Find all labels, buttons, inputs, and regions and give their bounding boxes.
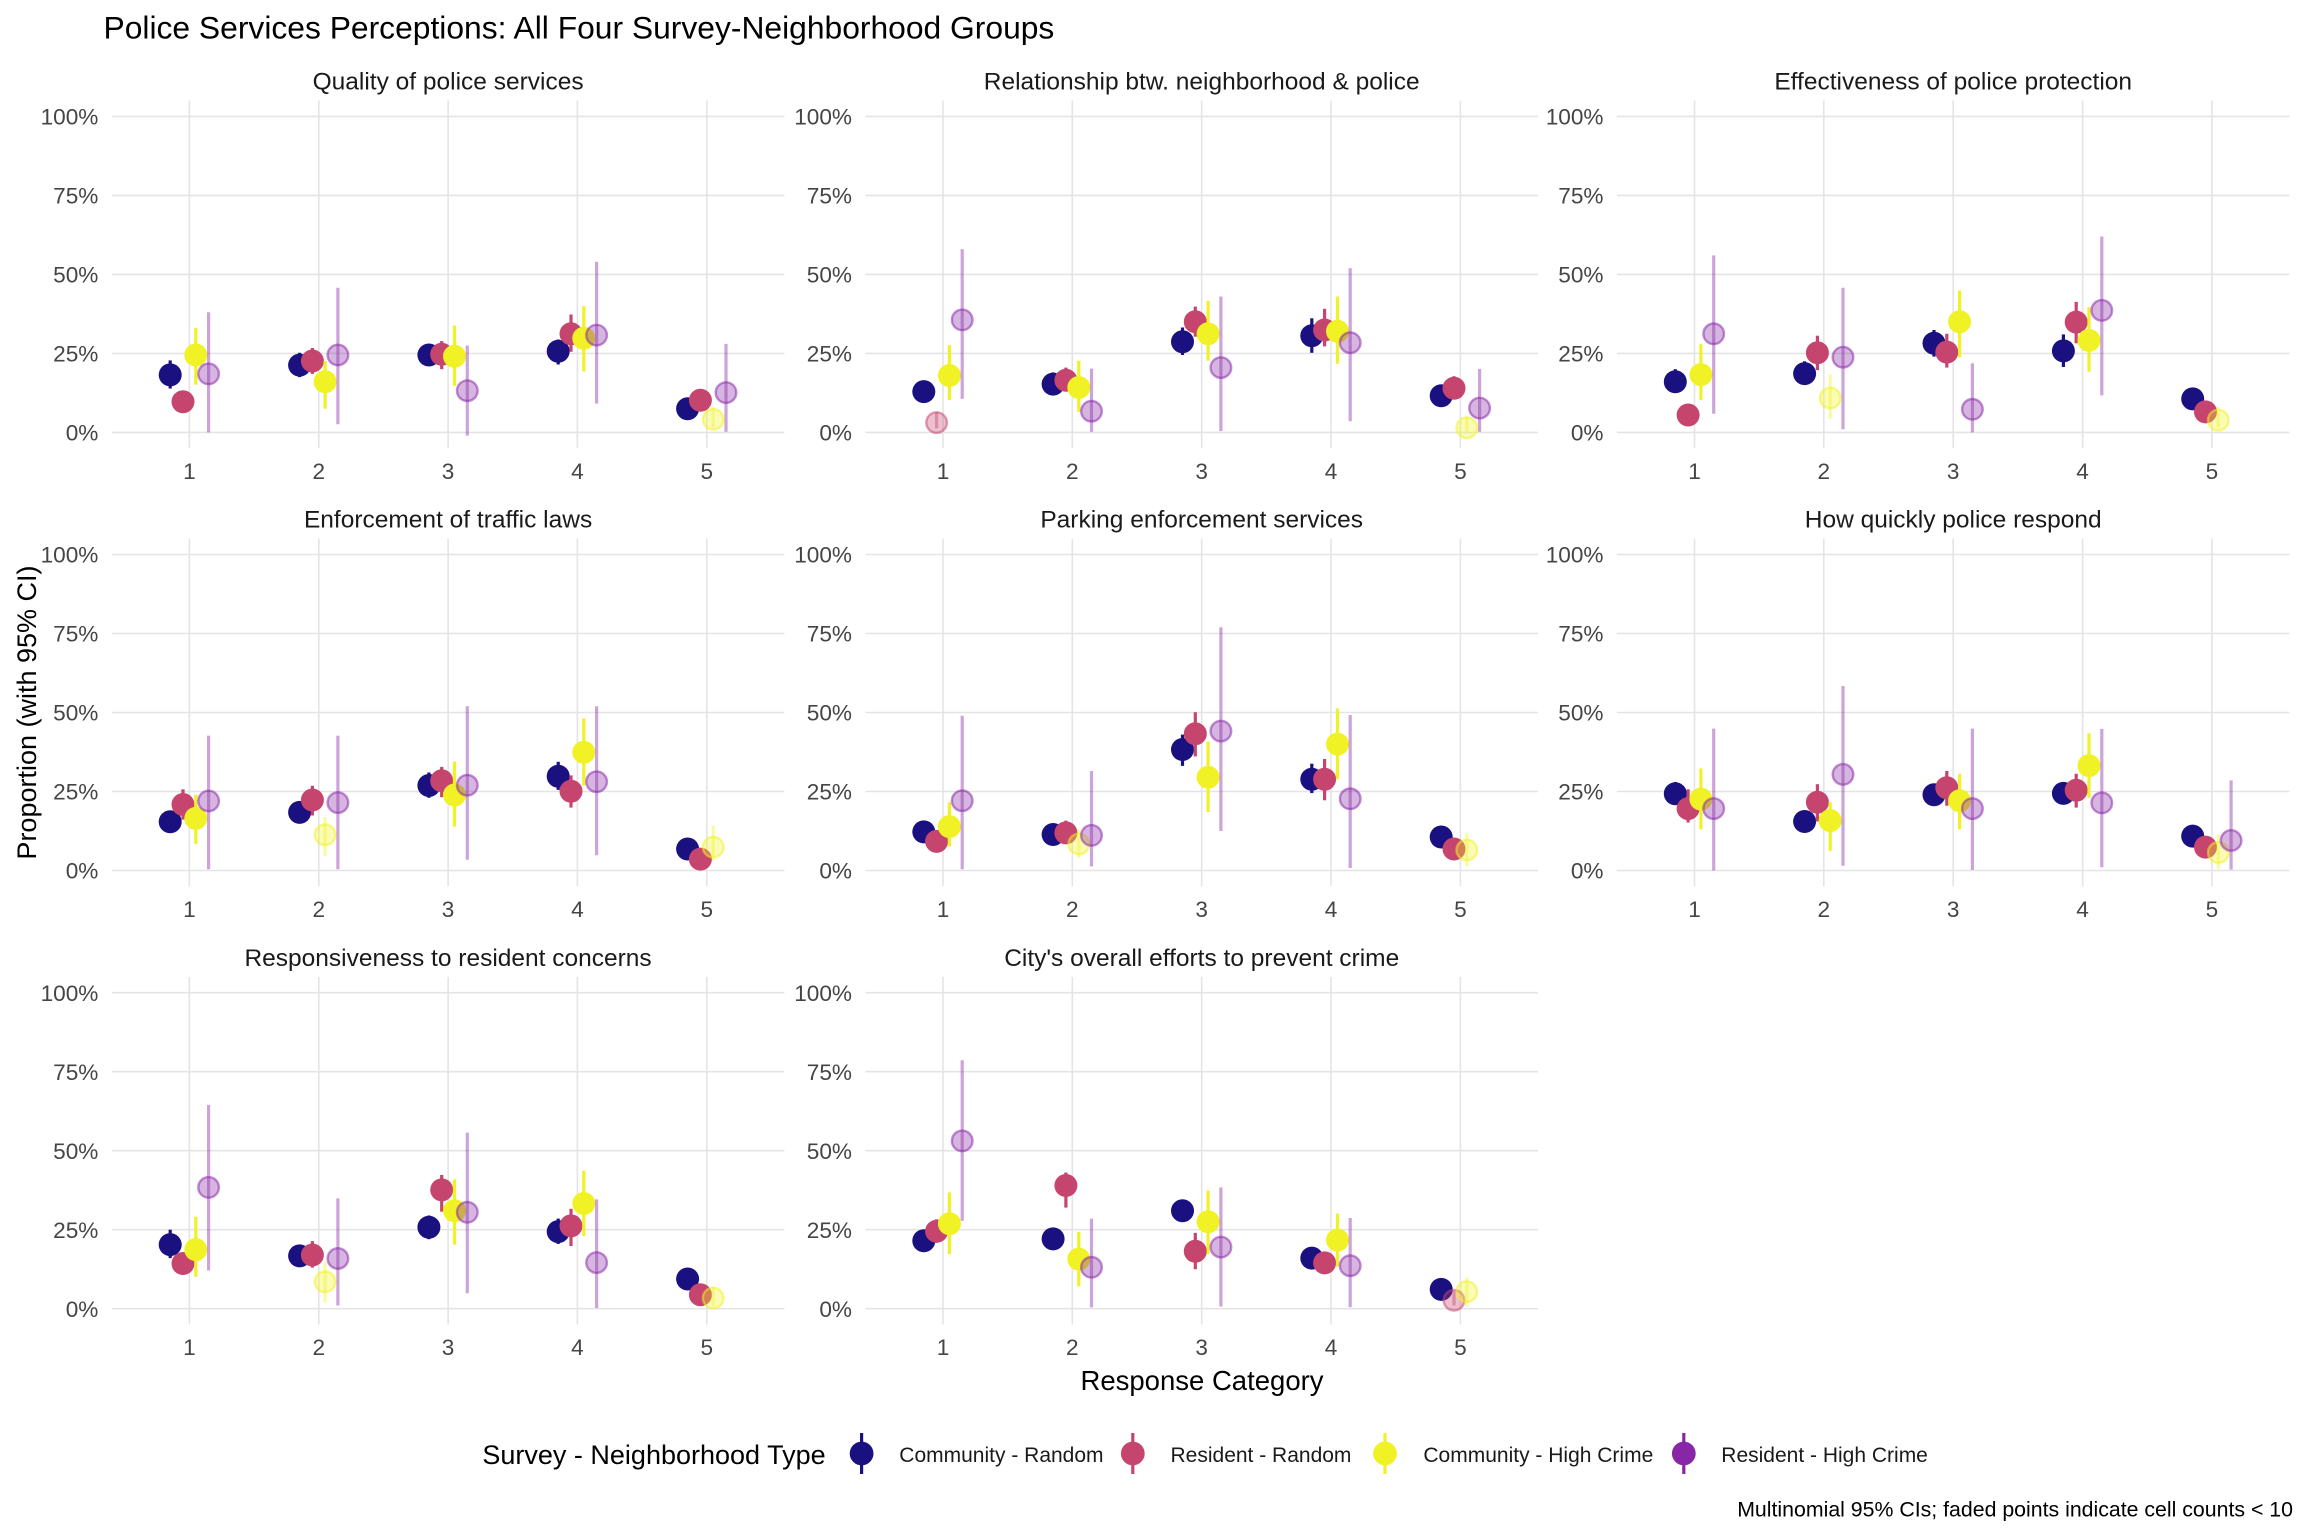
svg-text:How quickly police respond: How quickly police respond	[1805, 507, 2102, 534]
svg-text:Resident - High Crime: Resident - High Crime	[1721, 1444, 1928, 1467]
svg-text:4: 4	[1325, 1335, 1338, 1360]
svg-text:100%: 100%	[41, 981, 99, 1006]
svg-text:4: 4	[571, 459, 584, 484]
svg-text:1: 1	[183, 459, 196, 484]
svg-text:3: 3	[1195, 1335, 1208, 1360]
svg-text:50%: 50%	[53, 701, 98, 726]
svg-text:Proportion (with 95% CI): Proportion (with 95% CI)	[12, 565, 42, 859]
svg-text:25%: 25%	[53, 780, 98, 805]
svg-text:25%: 25%	[53, 1218, 98, 1243]
svg-text:3: 3	[442, 1335, 455, 1360]
svg-text:1: 1	[183, 1335, 196, 1360]
svg-text:100%: 100%	[1546, 543, 1604, 568]
svg-text:4: 4	[2076, 459, 2089, 484]
svg-text:0%: 0%	[819, 1297, 852, 1322]
svg-text:25%: 25%	[53, 342, 98, 367]
svg-text:100%: 100%	[41, 105, 99, 130]
svg-text:4: 4	[1325, 459, 1338, 484]
svg-text:2: 2	[1066, 897, 1079, 922]
svg-text:Relationship btw. neighborhood: Relationship btw. neighborhood & police	[984, 69, 1420, 96]
svg-text:1: 1	[937, 459, 950, 484]
svg-text:100%: 100%	[41, 543, 99, 568]
svg-text:50%: 50%	[807, 1139, 852, 1164]
svg-text:100%: 100%	[794, 105, 852, 130]
svg-text:100%: 100%	[1546, 105, 1604, 130]
svg-text:2: 2	[1066, 1335, 1079, 1360]
svg-text:1: 1	[1688, 459, 1701, 484]
svg-text:75%: 75%	[53, 622, 98, 647]
svg-text:2: 2	[1818, 897, 1831, 922]
svg-text:25%: 25%	[1558, 780, 1603, 805]
svg-text:50%: 50%	[53, 1139, 98, 1164]
svg-text:0%: 0%	[1571, 859, 1604, 884]
svg-text:5: 5	[1454, 897, 1467, 922]
svg-text:Parking enforcement services: Parking enforcement services	[1040, 507, 1363, 534]
svg-text:25%: 25%	[807, 780, 852, 805]
svg-text:0%: 0%	[66, 1297, 99, 1322]
svg-text:3: 3	[1947, 897, 1960, 922]
svg-text:Effectiveness of police protec: Effectiveness of police protection	[1774, 69, 2132, 96]
svg-text:City's overall efforts to prev: City's overall efforts to prevent crime	[1004, 945, 1399, 972]
svg-text:4: 4	[571, 897, 584, 922]
svg-text:25%: 25%	[807, 342, 852, 367]
svg-text:100%: 100%	[794, 543, 852, 568]
svg-text:50%: 50%	[53, 263, 98, 288]
svg-text:0%: 0%	[66, 859, 99, 884]
svg-text:50%: 50%	[807, 701, 852, 726]
svg-text:0%: 0%	[66, 421, 99, 446]
svg-text:Community - High Crime: Community - High Crime	[1423, 1444, 1653, 1467]
svg-text:Police Services Perceptions: A: Police Services Perceptions: All Four Su…	[104, 9, 1055, 45]
svg-text:Survey - Neighborhood Type: Survey - Neighborhood Type	[482, 1440, 825, 1470]
svg-text:3: 3	[1947, 459, 1960, 484]
svg-text:3: 3	[1195, 459, 1208, 484]
svg-text:1: 1	[1688, 897, 1701, 922]
svg-text:1: 1	[183, 897, 196, 922]
svg-text:0%: 0%	[819, 859, 852, 884]
svg-text:Resident - Random: Resident - Random	[1171, 1444, 1352, 1467]
svg-text:5: 5	[701, 1335, 714, 1360]
svg-text:4: 4	[1325, 897, 1338, 922]
svg-text:2: 2	[313, 897, 326, 922]
svg-text:25%: 25%	[807, 1218, 852, 1243]
svg-text:75%: 75%	[807, 184, 852, 209]
svg-text:1: 1	[937, 1335, 950, 1360]
svg-text:4: 4	[571, 1335, 584, 1360]
svg-text:75%: 75%	[53, 184, 98, 209]
svg-text:100%: 100%	[794, 981, 852, 1006]
svg-text:75%: 75%	[1558, 622, 1603, 647]
svg-text:0%: 0%	[1571, 421, 1604, 446]
svg-text:3: 3	[1195, 897, 1208, 922]
svg-text:5: 5	[701, 459, 714, 484]
svg-text:75%: 75%	[807, 1060, 852, 1085]
svg-text:50%: 50%	[1558, 701, 1603, 726]
svg-text:50%: 50%	[1558, 263, 1603, 288]
svg-text:5: 5	[2206, 897, 2219, 922]
svg-text:5: 5	[2206, 459, 2219, 484]
svg-text:Response Category: Response Category	[1080, 1365, 1323, 1396]
svg-text:2: 2	[1066, 459, 1079, 484]
svg-text:50%: 50%	[807, 263, 852, 288]
svg-text:5: 5	[701, 897, 714, 922]
svg-text:Community - Random: Community - Random	[899, 1444, 1103, 1467]
svg-text:2: 2	[313, 1335, 326, 1360]
svg-text:3: 3	[442, 897, 455, 922]
svg-text:1: 1	[937, 897, 950, 922]
svg-text:Quality of police services: Quality of police services	[313, 69, 584, 96]
svg-text:Multinomial 95% CIs; faded poi: Multinomial 95% CIs; faded points indica…	[1737, 1498, 2293, 1522]
svg-text:Responsiveness to resident con: Responsiveness to resident concerns	[244, 945, 651, 972]
svg-text:25%: 25%	[1558, 342, 1603, 367]
svg-text:75%: 75%	[807, 622, 852, 647]
svg-text:4: 4	[2076, 897, 2089, 922]
svg-text:75%: 75%	[53, 1060, 98, 1085]
svg-text:2: 2	[1818, 459, 1831, 484]
svg-text:75%: 75%	[1558, 184, 1603, 209]
svg-text:3: 3	[442, 459, 455, 484]
svg-text:2: 2	[313, 459, 326, 484]
svg-text:5: 5	[1454, 1335, 1467, 1360]
svg-text:Enforcement of traffic laws: Enforcement of traffic laws	[304, 507, 592, 534]
svg-text:0%: 0%	[819, 421, 852, 446]
svg-text:5: 5	[1454, 459, 1467, 484]
